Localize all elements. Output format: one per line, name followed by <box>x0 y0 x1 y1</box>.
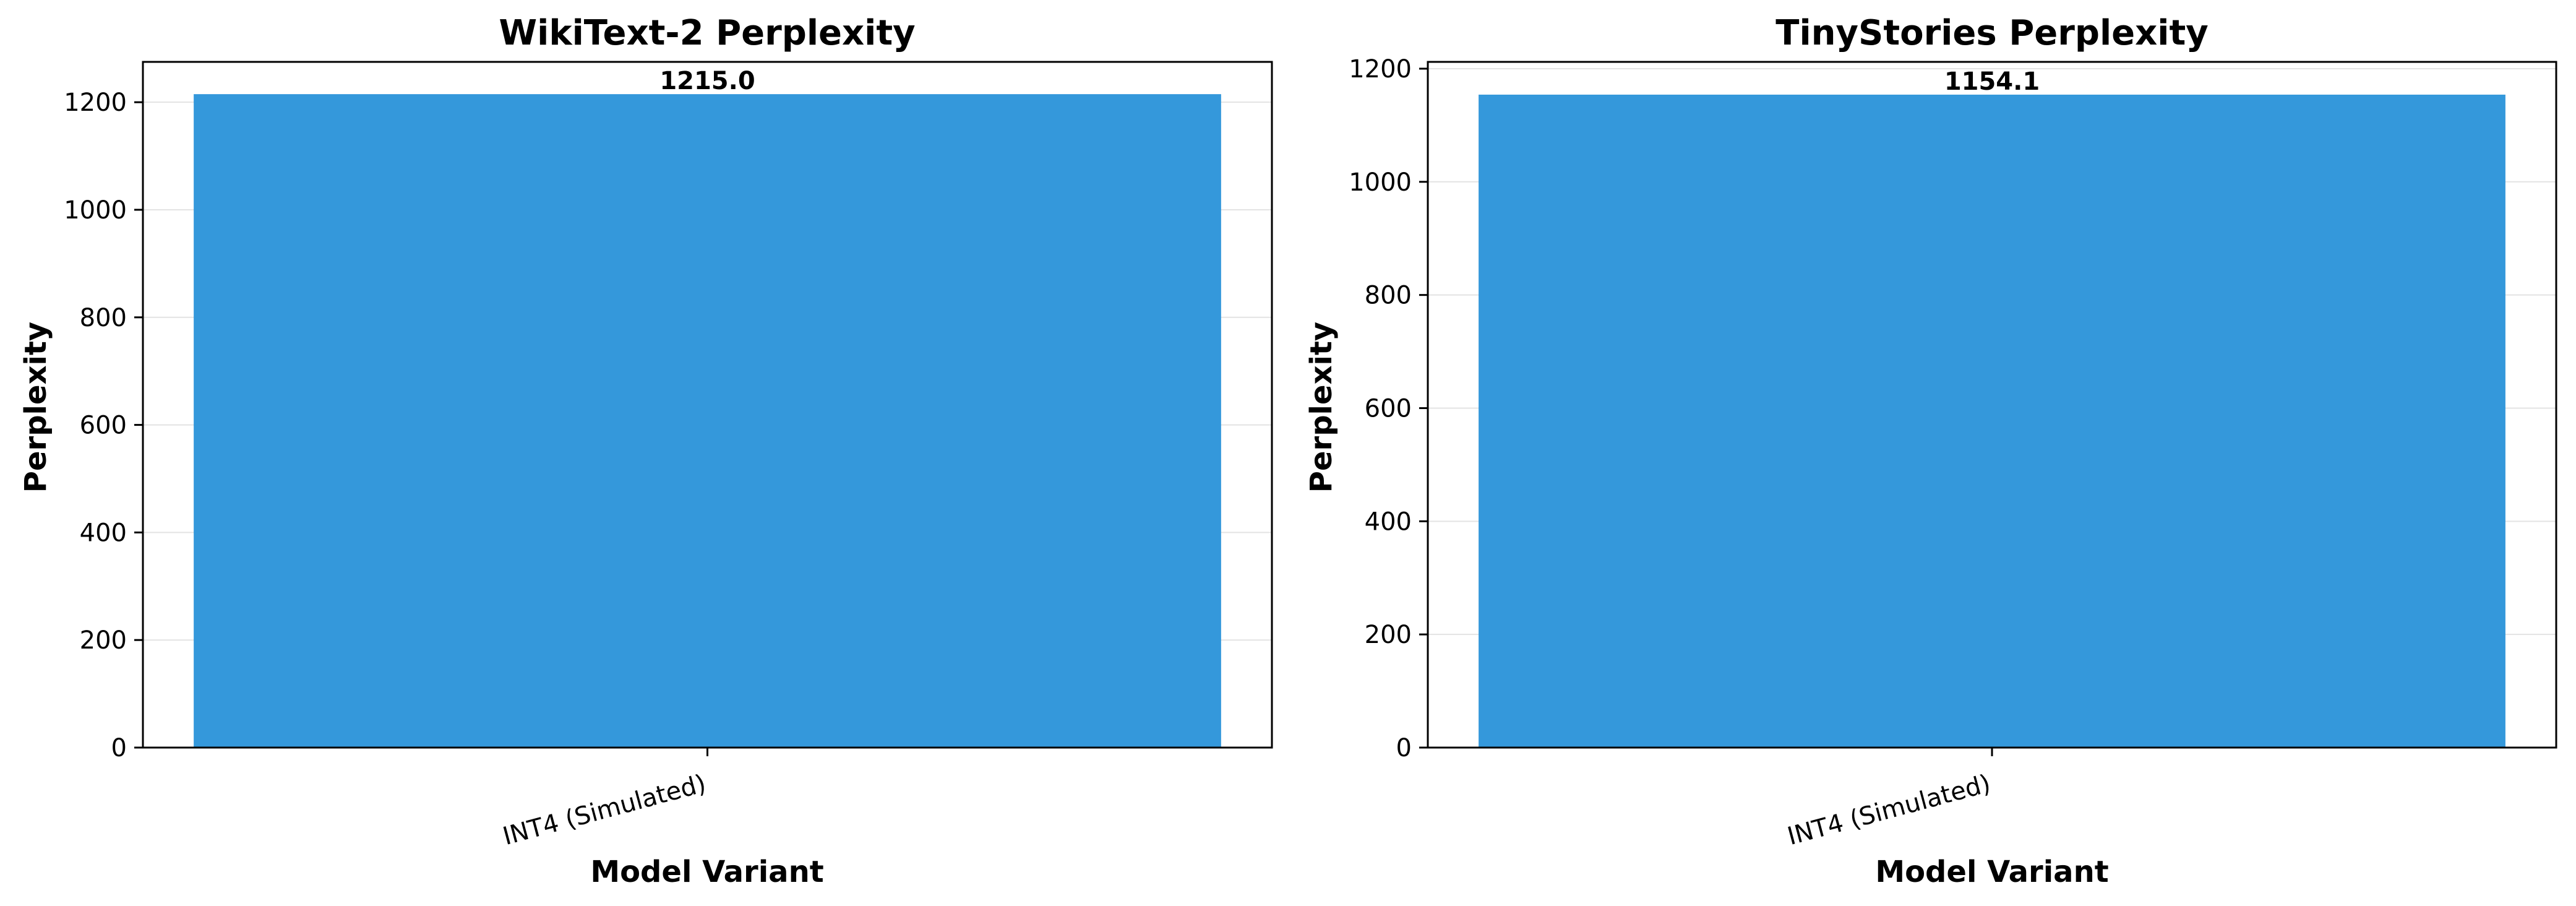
y-tick-label: 800 <box>1365 282 1412 310</box>
y-tick-label: 0 <box>111 734 127 762</box>
x-axis-label: Model Variant <box>1875 855 2108 889</box>
bar-value-label: 1154.1 <box>1944 67 2040 96</box>
y-tick-label: 1000 <box>1349 168 1412 197</box>
y-tick-label: 400 <box>80 519 127 547</box>
y-tick-label: 1000 <box>64 196 127 225</box>
chart-title: TinyStories Perplexity <box>1775 13 2208 53</box>
chart-panel-wikitext: WikiText-2 Perplexity Model Variant Perp… <box>19 13 1273 889</box>
chart-title: WikiText-2 Perplexity <box>499 13 915 53</box>
y-tick-label: 600 <box>1365 394 1412 423</box>
y-tick-label: 800 <box>80 304 127 332</box>
y-tick-label: 1200 <box>64 88 127 117</box>
chart-panel-tinystories: TinyStories Perplexity Model Variant Per… <box>1304 13 2557 889</box>
y-tick-label: 0 <box>1396 734 1412 762</box>
y-tick-label: 200 <box>80 626 127 655</box>
x-tick-label: INT4 (Simulated) <box>500 769 709 851</box>
y-tick-label: 400 <box>1365 507 1412 536</box>
bar <box>194 94 1221 748</box>
y-tick-label: 200 <box>1365 621 1412 649</box>
y-axis-label: Perplexity <box>19 322 53 493</box>
y-tick-label: 1200 <box>1349 55 1412 84</box>
x-tick-label: INT4 (Simulated) <box>1785 769 1994 851</box>
bar-value-label: 1215.0 <box>659 67 755 95</box>
plot-frame <box>1427 61 2557 749</box>
plot-frame <box>142 61 1273 749</box>
y-tick-label: 600 <box>80 412 127 440</box>
x-axis-label: Model Variant <box>590 855 823 889</box>
y-axis-label: Perplexity <box>1304 322 1339 493</box>
bar <box>1479 94 2505 748</box>
